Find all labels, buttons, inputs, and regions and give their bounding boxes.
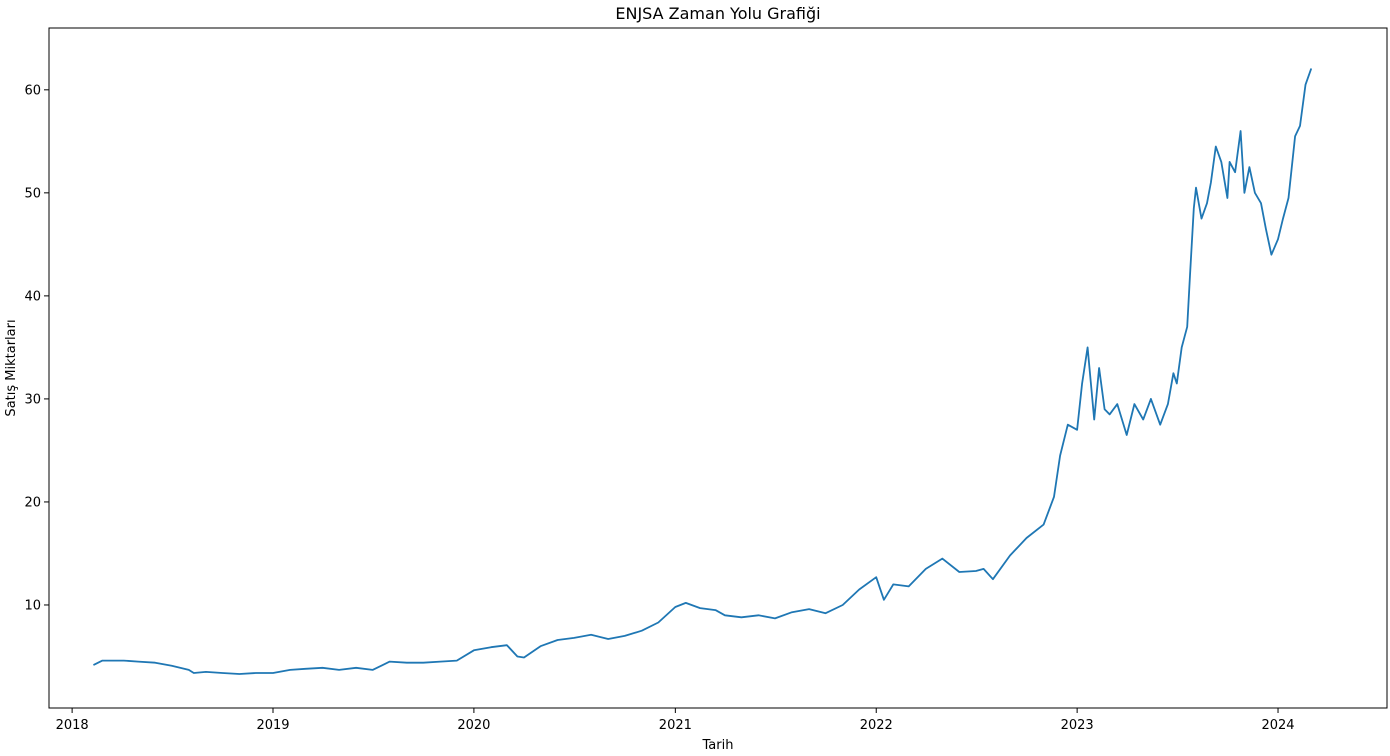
series-line xyxy=(93,68,1312,675)
x-axis-label: Tarih xyxy=(702,738,734,753)
x-axis-ticks: 2018 2019 2020 2021 2022 2023 2024 xyxy=(56,708,1295,733)
y-tick-label: 50 xyxy=(24,186,41,201)
x-tick-label: 2020 xyxy=(457,718,490,733)
y-tick-label: 40 xyxy=(24,289,41,304)
y-axis-label: Satış Miktarları xyxy=(4,319,19,416)
x-tick-label: 2022 xyxy=(860,718,893,733)
y-axis-ticks: 10 20 30 40 50 60 xyxy=(24,83,49,613)
chart-title: ENJSA Zaman Yolu Grafiği xyxy=(615,4,820,23)
y-tick-label: 30 xyxy=(24,392,41,407)
x-tick-label: 2021 xyxy=(659,718,692,733)
x-tick-label: 2018 xyxy=(56,718,89,733)
x-tick-label: 2019 xyxy=(256,718,289,733)
plot-area xyxy=(93,68,1312,675)
y-tick-label: 20 xyxy=(24,495,41,510)
axes-frame xyxy=(48,27,1388,709)
y-tick-label: 10 xyxy=(24,598,41,613)
y-tick-label: 60 xyxy=(24,83,41,98)
x-tick-label: 2023 xyxy=(1061,718,1094,733)
x-tick-label: 2024 xyxy=(1261,718,1294,733)
